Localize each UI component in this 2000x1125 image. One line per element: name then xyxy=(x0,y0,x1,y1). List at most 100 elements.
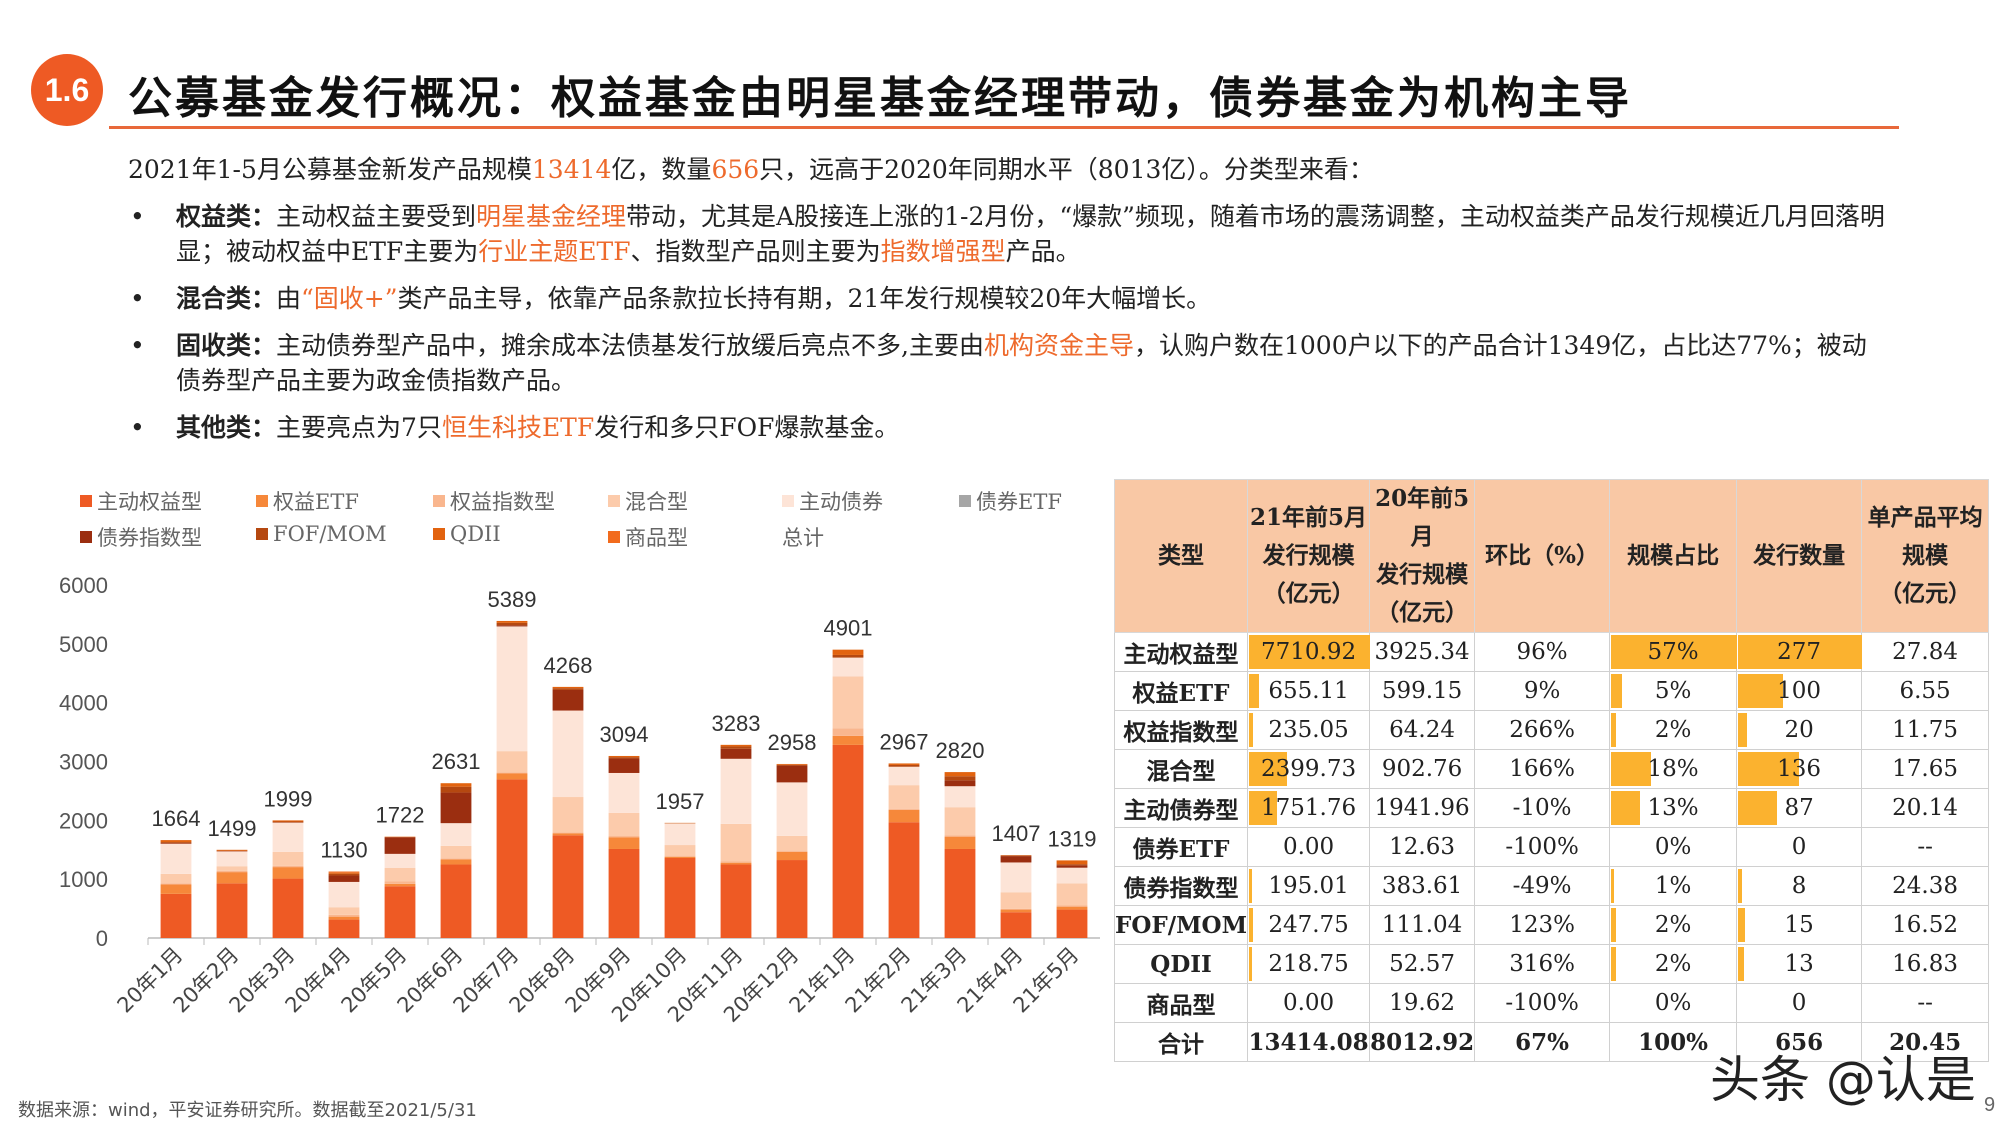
total-data-label: 1957 xyxy=(656,789,705,814)
highlight-text: 明星基金经理 xyxy=(476,202,627,231)
cell-value: 166% xyxy=(1509,756,1575,782)
table-cell: 13 xyxy=(1736,944,1863,984)
legend-swatch xyxy=(608,495,620,507)
legend-item: 商品型 xyxy=(608,522,688,552)
bar-segment-权益ETF xyxy=(664,856,696,858)
bar-segment-权益ETF xyxy=(1000,909,1032,913)
legend-item: 主动债券 xyxy=(782,486,883,516)
bar-segment-权益ETF xyxy=(496,773,528,780)
table-cell: 27.84 xyxy=(1861,632,1990,672)
data-bar xyxy=(1249,752,1287,786)
table-cell: 17.65 xyxy=(1861,749,1990,789)
table-header-cell: 单产品平均 规模 （亿元） xyxy=(1861,479,1990,633)
cell-value: 2399.73 xyxy=(1261,756,1357,782)
table-cell: 136 xyxy=(1736,749,1863,789)
data-bar xyxy=(1611,869,1614,903)
text-segment: 产品。 xyxy=(1005,237,1081,266)
cell-value: 57% xyxy=(1647,639,1699,665)
text-segment: 类产品主导，依靠产品条款拉长持有期，21年发行规模较20年大幅增长。 xyxy=(397,284,1212,313)
cell-value: 20.14 xyxy=(1892,795,1959,821)
watermark: 头条 @认是 xyxy=(1710,1051,1976,1109)
bar-segment-QDII xyxy=(944,772,976,777)
cell-value: 100 xyxy=(1777,678,1822,704)
bar-segment-FOF/MOM xyxy=(720,746,752,749)
total-data-label: 1664 xyxy=(152,806,201,831)
bar-segment-债券指数型 xyxy=(160,843,192,844)
total-data-label: 3283 xyxy=(712,711,761,736)
bar-segment-主动权益型 xyxy=(888,822,920,938)
bar-segment-混合型 xyxy=(720,823,752,862)
bar-segment-QDII xyxy=(272,820,304,822)
total-data-label: 3094 xyxy=(600,722,649,747)
bar-segment-混合型 xyxy=(328,907,360,915)
cell-value: 100% xyxy=(1638,1028,1709,1056)
table-cell: 277 xyxy=(1736,632,1863,672)
bar-segment-主动权益型 xyxy=(384,886,416,938)
bar-segment-QDII xyxy=(776,763,808,765)
bar-segment-权益指数型 xyxy=(160,883,192,885)
bar-segment-主动权益型 xyxy=(440,864,472,938)
highlight-text: 指数增强型 xyxy=(880,237,1006,266)
bar-segment-混合型 xyxy=(664,845,696,856)
cell-value: -100% xyxy=(1505,834,1579,860)
cell-value: 24.38 xyxy=(1892,873,1959,899)
table-cell: 1941.96 xyxy=(1369,788,1476,828)
cell-value: 8 xyxy=(1791,873,1807,899)
legend-label: 主动权益型 xyxy=(97,490,202,514)
bullet-lead: 其他类： xyxy=(176,413,277,442)
highlight-text: 13414 xyxy=(531,155,612,184)
bar-segment-主动权益型 xyxy=(216,883,248,938)
bar-segment-权益ETF xyxy=(328,916,360,920)
table-cell: 13% xyxy=(1609,788,1738,828)
table-cell: 52.57 xyxy=(1369,944,1476,984)
table-cell: 1% xyxy=(1609,866,1738,906)
bar-segment-权益ETF xyxy=(608,837,640,849)
bar-segment-FOF/MOM xyxy=(216,850,248,852)
table-cell: 15 xyxy=(1736,905,1863,945)
legend-swatch xyxy=(256,495,268,507)
bar-segment-QDII xyxy=(496,620,528,623)
table-cell: FOF/MOM xyxy=(1113,905,1249,945)
y-tick-label: 4000 xyxy=(59,691,108,716)
bar-segment-权益指数型 xyxy=(328,914,360,917)
bar-segment-主动权益型 xyxy=(552,835,584,938)
table-cell: 2% xyxy=(1609,944,1738,984)
table-cell: 24.38 xyxy=(1861,866,1990,906)
legend-label: 债券指数型 xyxy=(97,526,202,550)
total-data-label: 2958 xyxy=(768,730,817,755)
cell-value: 599.15 xyxy=(1381,678,1463,704)
bar-segment-主动债券 xyxy=(552,710,584,798)
bar-segment-主动权益型 xyxy=(608,848,640,938)
cell-value: 主动债券型 xyxy=(1123,797,1239,824)
table-cell: -49% xyxy=(1474,866,1611,906)
fund-issuance-table: 类型 21年前5月 发行规模 （亿元） 20年前5月 发行规模 （亿元） 环比（%）规… xyxy=(1113,479,1990,1062)
cell-value: 0% xyxy=(1654,834,1692,860)
table-cell: 2399.73 xyxy=(1247,749,1371,789)
data-bar xyxy=(1738,908,1745,942)
table-cell: 0% xyxy=(1609,983,1738,1023)
legend-item: QDII xyxy=(433,522,501,546)
cell-value: 1% xyxy=(1654,873,1692,899)
table-header-cell: 21年前5月 发行规模 （亿元） xyxy=(1247,479,1371,633)
bar-segment-主动债券 xyxy=(1056,867,1088,884)
cell-value: 13 xyxy=(1784,951,1814,977)
table-header-cell: 类型 xyxy=(1113,479,1249,633)
bullet-dot-icon: • xyxy=(130,413,145,442)
bar-segment-主动权益型 xyxy=(664,857,696,938)
data-bar xyxy=(1611,674,1623,708)
cell-value: 9% xyxy=(1523,678,1561,704)
cell-value: FOF/MOM xyxy=(1115,911,1248,939)
legend-swatch xyxy=(433,495,445,507)
bar-segment-FOF/MOM xyxy=(328,873,360,876)
table-cell: 166% xyxy=(1474,749,1611,789)
bullet-dot-icon: • xyxy=(130,202,145,231)
cell-value: 13% xyxy=(1647,795,1699,821)
table-cell: 902.76 xyxy=(1369,749,1476,789)
table-cell: -10% xyxy=(1474,788,1611,828)
y-tick-label: 2000 xyxy=(59,808,108,833)
cell-value: QDII xyxy=(1150,950,1212,978)
bar-segment-权益ETF xyxy=(160,884,192,894)
table-cell: 2% xyxy=(1609,905,1738,945)
cell-value: 12.63 xyxy=(1389,834,1455,860)
bar-segment-权益ETF xyxy=(832,735,864,745)
